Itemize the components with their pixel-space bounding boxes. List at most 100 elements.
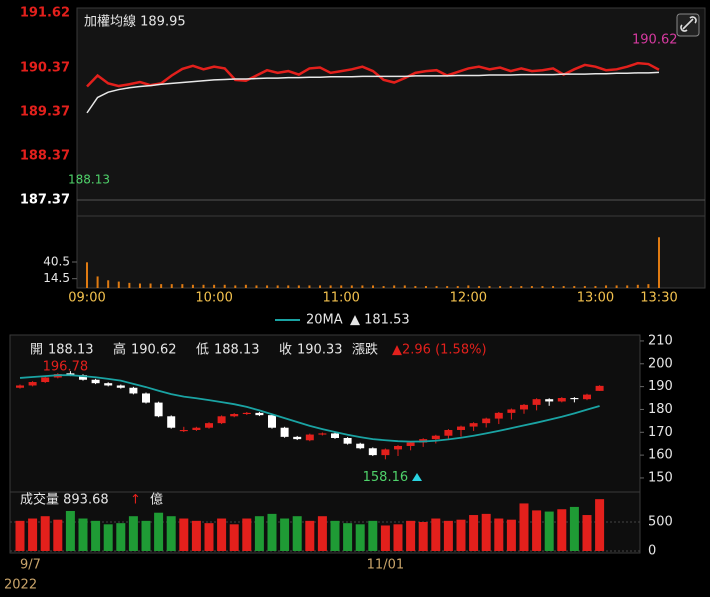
volume-bar <box>149 283 152 288</box>
candle-body <box>406 442 415 446</box>
volume-bar <box>340 285 343 288</box>
intraday-title: 加權均線 189.95 <box>84 14 186 30</box>
x-tick-label: 11:00 <box>322 291 359 306</box>
x-tick-label: 13:30 <box>640 291 677 306</box>
link-button[interactable] <box>676 13 700 37</box>
legend-name: 20MA <box>306 313 343 328</box>
x-tick-label: 9/7 <box>20 558 41 573</box>
ma-line <box>19 374 600 443</box>
volume-bar <box>217 518 227 551</box>
volume-bar <box>541 286 544 288</box>
volume-bar <box>658 237 660 288</box>
volume-bar <box>96 276 99 288</box>
candle-body <box>268 415 276 428</box>
candle-body <box>532 399 541 405</box>
y-tick-label: 200 <box>648 356 673 371</box>
volume-bar <box>234 285 237 288</box>
volume-bar <box>317 516 327 551</box>
legend-value: ▲ 181.53 <box>350 313 410 328</box>
header-label: 開 <box>30 343 43 358</box>
candle-body <box>91 379 100 384</box>
volume-bar <box>532 510 542 551</box>
candle-body <box>583 394 591 400</box>
candle-body <box>356 443 365 449</box>
volume-bar <box>292 516 302 551</box>
vol-tick-label: 500 <box>648 514 673 529</box>
y-tick-label: 190 <box>648 379 673 394</box>
vol-tick-label: 14.5 <box>43 271 70 285</box>
volume-bar <box>403 285 406 288</box>
volume-bar <box>280 518 290 551</box>
candle-body <box>142 393 150 403</box>
candle-body <box>394 445 402 450</box>
volume-bar <box>372 285 374 288</box>
header-value: 188.13 <box>48 343 94 358</box>
header-label: 低 <box>196 343 209 358</box>
candle-body <box>545 399 554 402</box>
candle-body <box>318 433 327 435</box>
volume-bar <box>107 280 110 288</box>
volume-bar <box>477 286 480 288</box>
y-tick-label: 160 <box>648 448 673 463</box>
volume-bar <box>380 525 390 551</box>
volume-bar <box>594 286 597 288</box>
volume-bar <box>297 285 300 288</box>
volume-bar <box>28 518 38 551</box>
vol-tick-label: 0 <box>648 544 656 559</box>
volume-unit: 億 <box>150 492 163 508</box>
volume-bar <box>520 286 523 288</box>
volume-bar <box>424 286 427 288</box>
candle-body <box>66 373 75 376</box>
volume-bar <box>254 516 264 551</box>
header-value: 190.62 <box>131 343 177 358</box>
volume-bar <box>361 285 364 288</box>
volume-bar <box>636 284 639 288</box>
volume-bar <box>499 286 502 288</box>
x-tick-label: 13:00 <box>577 291 614 306</box>
volume-bar <box>467 285 470 288</box>
candle-body <box>343 437 352 444</box>
volume-bar <box>446 286 449 288</box>
volume-title: 成交量 893.68 <box>20 492 109 508</box>
y-tick-label: 150 <box>648 470 673 485</box>
volume-bar <box>530 286 533 288</box>
volume-bar <box>138 283 141 288</box>
low-annotation: 158.16 <box>363 470 409 485</box>
volume-bar <box>181 284 184 288</box>
header-label: 高 <box>113 342 126 358</box>
candle-body <box>381 449 390 456</box>
volume-bar <box>229 524 239 551</box>
volume-bar <box>488 286 491 288</box>
x-tick-label: 10:00 <box>195 291 232 306</box>
volume-bar <box>615 285 618 288</box>
volume-bar <box>418 521 428 551</box>
candle-body <box>595 385 604 391</box>
volume-bar <box>329 285 332 288</box>
volume-bar <box>202 284 205 288</box>
candle-body <box>482 418 491 424</box>
volume-bar <box>191 520 201 551</box>
volume-arrow: ↑ <box>130 493 141 508</box>
volume-bar <box>103 524 113 551</box>
volume-bar <box>170 284 173 288</box>
volume-bar <box>557 509 567 551</box>
volume-bar <box>393 285 396 288</box>
volume-bar <box>647 284 650 288</box>
volume-bar <box>213 284 216 288</box>
y-tick-label: 187.37 <box>20 193 70 208</box>
volume-bar <box>166 516 176 551</box>
volume-bar <box>456 286 459 288</box>
candle-body <box>217 416 226 424</box>
candle-body <box>305 434 314 441</box>
volume-bar <box>308 285 311 288</box>
ref-annotation: 188.13 <box>68 173 110 187</box>
volume-bar <box>15 520 25 551</box>
y-tick-label: 188.37 <box>20 149 70 164</box>
candle-body <box>570 398 579 400</box>
volume-bar <box>552 286 555 288</box>
candle-body <box>293 436 302 440</box>
candle-body <box>255 412 264 416</box>
vol-tick-label: 40.5 <box>43 254 70 268</box>
volume-bar <box>40 516 50 551</box>
volume-bar <box>330 520 340 551</box>
